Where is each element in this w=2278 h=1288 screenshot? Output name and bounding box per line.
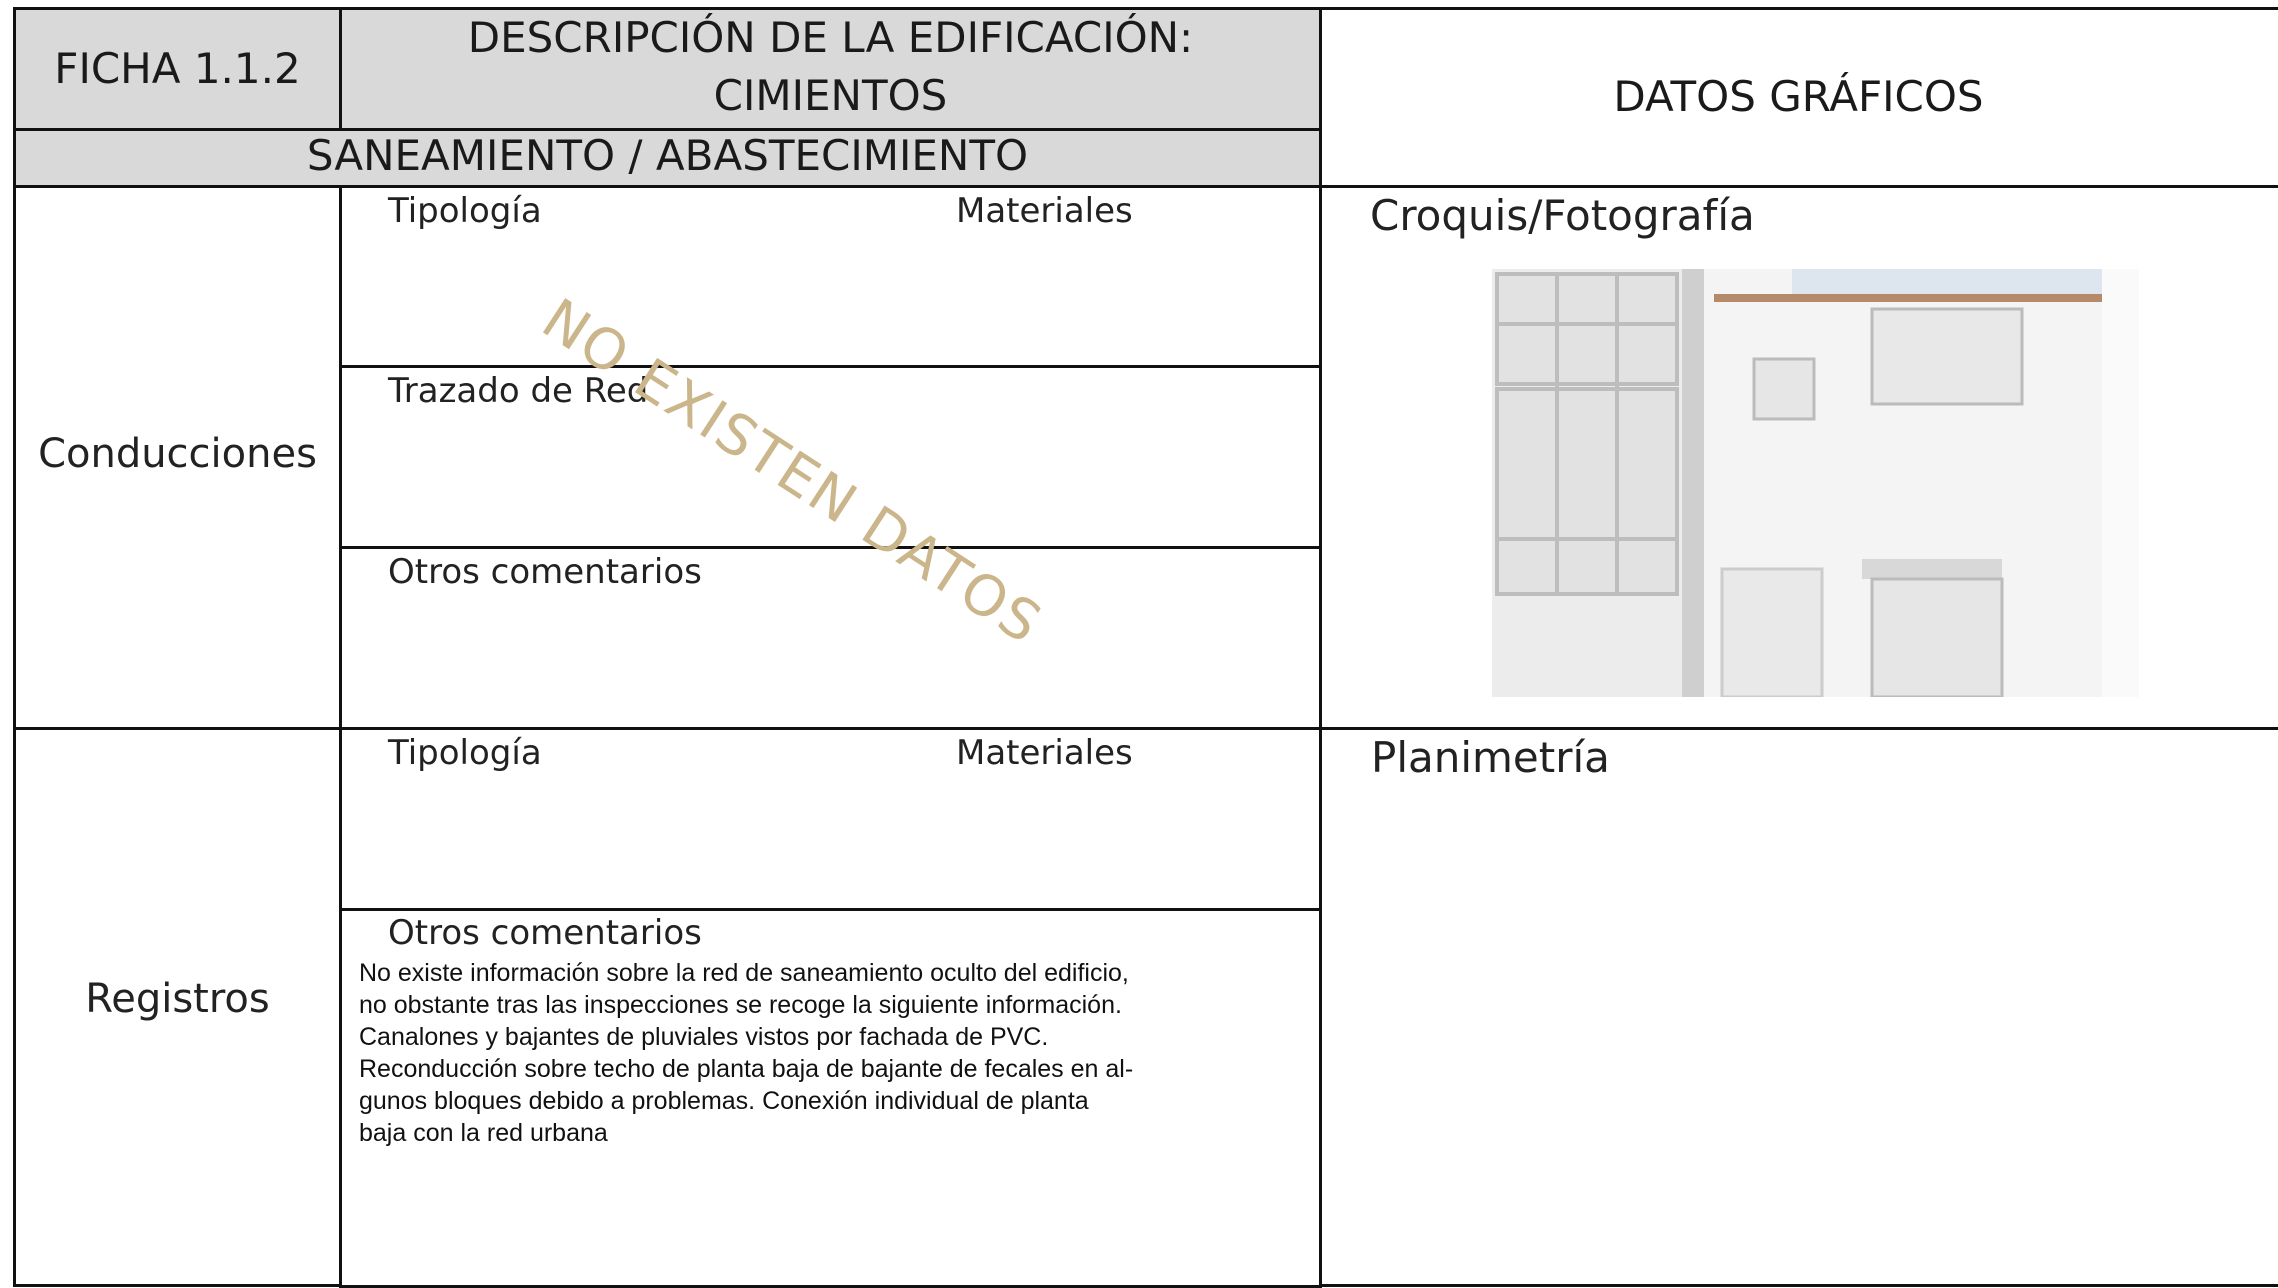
comment-text: No existe información sobre la red de sa… (359, 957, 1133, 1149)
graphics-title: DATOS GRÁFICOS (1613, 72, 1984, 121)
comment-line: gunos bloques debido a problemas. Conexi… (359, 1087, 1089, 1115)
plan-cell (1319, 727, 2278, 1287)
field-label: Tipología (388, 191, 542, 231)
field-label: Materiales (956, 733, 1133, 773)
ficha-cell (13, 7, 342, 131)
description-cell (339, 7, 1322, 131)
photo-label: Croquis/Fotografía (1370, 191, 1755, 240)
section-title: SANEAMIENTO / ABASTECIMIENTO (306, 131, 1029, 180)
building-photo (1492, 269, 2139, 697)
comment-line: Reconducción sobre techo de planta baja … (359, 1055, 1134, 1083)
field-label: Tipología (388, 733, 542, 773)
field-label: Otros comentarios (388, 913, 702, 953)
field-label: Otros comentarios (388, 552, 702, 592)
description-line: CIMIENTOS (713, 71, 948, 120)
description-line: DESCRIPCIÓN DE LA EDIFICACIÓN: (467, 13, 1194, 62)
section-label: Registros (85, 976, 270, 1022)
section-label: Conducciones (38, 431, 317, 477)
comment-line: baja con la red urbana (359, 1119, 608, 1147)
field-label: Trazado de Red (388, 371, 649, 411)
comment-line: No existe información sobre la red de sa… (359, 959, 1129, 987)
plan-label: Planimetría (1371, 733, 1610, 782)
comment-line: Canalones y bajantes de pluviales vistos… (359, 1023, 1049, 1051)
ficha-title: FICHA 1.1.2 (54, 44, 301, 93)
field-label: Materiales (956, 191, 1133, 231)
comment-line: no obstante tras las inspecciones se rec… (359, 991, 1122, 1019)
